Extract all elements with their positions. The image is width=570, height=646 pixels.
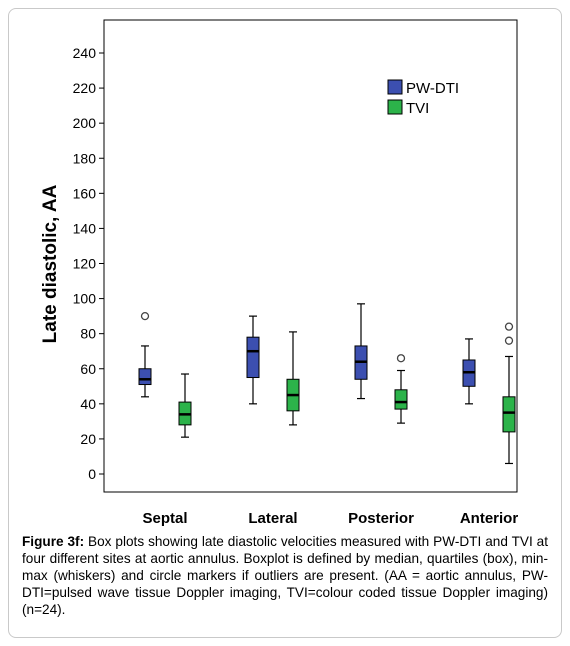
y-tick-label: 160 bbox=[73, 185, 97, 201]
iqr-box bbox=[246, 336, 260, 379]
y-tick-label: 100 bbox=[73, 291, 97, 307]
y-tick-label: 80 bbox=[80, 326, 96, 342]
legend-swatch bbox=[387, 79, 403, 95]
x-axis: Septal Lateral Posterior Anterior bbox=[142, 510, 518, 527]
outlier-marker bbox=[396, 354, 406, 363]
box-pw-dti-lateral bbox=[246, 315, 260, 405]
plot-area bbox=[103, 19, 518, 493]
outlier-marker bbox=[140, 311, 150, 321]
box-pw-dti-septal bbox=[138, 311, 152, 398]
box-plots bbox=[138, 303, 516, 465]
x-tick-label: Septal bbox=[142, 510, 187, 527]
y-tick-label: 20 bbox=[80, 431, 96, 447]
figure-caption: Figure 3f: Box plots showing late diasto… bbox=[22, 533, 548, 618]
y-tick-label: 240 bbox=[73, 45, 97, 61]
iqr-box bbox=[138, 368, 152, 386]
legend: PW-DTI TVI bbox=[387, 79, 459, 117]
outlier-marker bbox=[504, 322, 514, 331]
x-tick-label: Lateral bbox=[248, 510, 297, 527]
y-tick-label: 140 bbox=[73, 220, 97, 236]
y-axis: 0 20 40 60 80 100 120 140 160 180 200 220 240 bbox=[73, 45, 104, 482]
y-tick-label: 60 bbox=[80, 361, 96, 377]
box-tvi-lateral bbox=[286, 331, 300, 426]
x-tick-label: Posterior bbox=[348, 510, 414, 527]
box-pw-dti-anterior bbox=[462, 338, 476, 405]
box-tvi-posterior bbox=[394, 354, 408, 424]
box-tvi-septal bbox=[178, 373, 192, 438]
caption-text: Box plots showing late diastolic velocit… bbox=[22, 534, 549, 617]
iqr-box bbox=[502, 396, 516, 433]
iqr-box bbox=[394, 389, 408, 410]
y-tick-label: 200 bbox=[73, 115, 97, 131]
legend-label: PW-DTI bbox=[406, 80, 459, 97]
box-pw-dti-posterior bbox=[354, 303, 368, 400]
y-tick-label: 0 bbox=[88, 466, 96, 482]
legend-label: TVI bbox=[406, 100, 429, 117]
y-tick-label: 120 bbox=[73, 256, 97, 272]
x-tick-label: Anterior bbox=[460, 510, 519, 527]
caption-label: Figure 3f: bbox=[22, 534, 85, 549]
y-tick-label: 180 bbox=[73, 150, 97, 166]
legend-swatch bbox=[387, 99, 403, 115]
y-tick-label: 220 bbox=[73, 80, 97, 96]
y-tick-label: 40 bbox=[80, 396, 96, 412]
y-axis-label: Late diastolic, AA bbox=[40, 184, 61, 343]
box-tvi-anterior bbox=[502, 322, 516, 465]
outlier-marker bbox=[504, 336, 514, 345]
